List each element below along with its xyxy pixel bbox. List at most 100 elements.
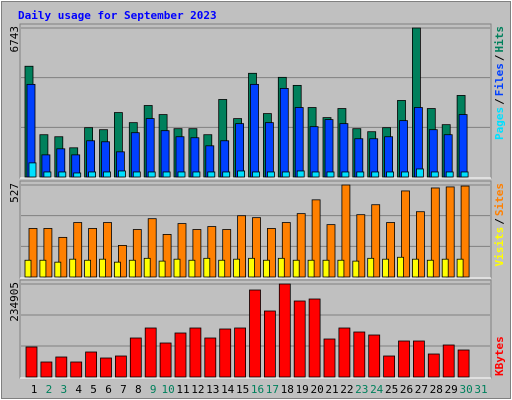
bar bbox=[307, 259, 315, 278]
bar bbox=[177, 223, 187, 278]
x-tick-label: 12 bbox=[191, 383, 204, 396]
bar bbox=[188, 259, 196, 278]
bar bbox=[322, 259, 330, 278]
x-tick-label: 6 bbox=[105, 383, 112, 396]
x-tick-label: 17 bbox=[266, 383, 279, 396]
bar bbox=[43, 171, 52, 178]
bar bbox=[266, 171, 275, 178]
bar bbox=[147, 218, 157, 278]
x-tick-label: 24 bbox=[370, 383, 384, 396]
legend-entry: Pages bbox=[493, 107, 506, 140]
bar bbox=[415, 211, 425, 278]
bar bbox=[114, 261, 121, 278]
bar bbox=[443, 134, 453, 178]
bar bbox=[39, 259, 47, 278]
bar bbox=[24, 259, 32, 278]
bar bbox=[401, 190, 410, 278]
bar bbox=[203, 257, 211, 278]
bar bbox=[326, 224, 336, 278]
x-tick-label: 9 bbox=[150, 383, 157, 396]
bar bbox=[234, 327, 247, 378]
bar bbox=[458, 114, 468, 178]
bar bbox=[252, 217, 261, 278]
x-tick-label: 8 bbox=[135, 383, 142, 396]
x-tick-label: 7 bbox=[120, 383, 127, 396]
bar bbox=[118, 245, 127, 278]
bar bbox=[371, 204, 381, 278]
x-tick-label: 13 bbox=[206, 383, 219, 396]
bar bbox=[237, 170, 246, 178]
bar bbox=[339, 123, 349, 178]
x-tick-label: 25 bbox=[385, 383, 398, 396]
x-tick-label: 21 bbox=[325, 383, 338, 396]
legend: KBytes bbox=[493, 336, 506, 376]
bar bbox=[192, 171, 201, 178]
bar bbox=[177, 171, 186, 178]
bar bbox=[189, 327, 202, 378]
chart-title: Daily usage for September 2023 bbox=[18, 9, 217, 22]
bar bbox=[173, 258, 181, 278]
bar bbox=[158, 260, 166, 278]
bar bbox=[296, 213, 306, 278]
legend-entry: Sites bbox=[493, 183, 506, 216]
x-tick-label: 4 bbox=[75, 383, 82, 396]
bar bbox=[311, 199, 321, 278]
bar bbox=[279, 88, 289, 178]
x-tick-label: 11 bbox=[176, 383, 189, 396]
bar bbox=[58, 171, 67, 178]
bar bbox=[54, 261, 62, 278]
bar bbox=[174, 332, 187, 378]
bar bbox=[235, 123, 245, 178]
bar bbox=[100, 357, 112, 378]
bar bbox=[356, 171, 365, 178]
bar bbox=[219, 328, 232, 378]
bar bbox=[294, 107, 304, 178]
bar bbox=[192, 229, 202, 278]
bar bbox=[147, 171, 156, 178]
x-tick-label: 2 bbox=[46, 383, 53, 396]
bar bbox=[398, 340, 410, 378]
bar bbox=[55, 356, 68, 378]
bar bbox=[341, 171, 350, 178]
bar bbox=[233, 258, 241, 278]
bar bbox=[58, 236, 68, 278]
bar bbox=[129, 337, 142, 378]
bar bbox=[207, 171, 216, 178]
bar bbox=[218, 259, 226, 278]
bar bbox=[412, 340, 425, 378]
bar bbox=[383, 355, 396, 378]
bar bbox=[73, 172, 82, 178]
bar bbox=[457, 349, 470, 378]
x-tick-label: 15 bbox=[236, 383, 249, 396]
bar bbox=[88, 171, 96, 178]
bar bbox=[428, 129, 438, 178]
bar bbox=[323, 338, 336, 378]
bar bbox=[401, 171, 409, 178]
bar bbox=[386, 222, 396, 278]
bar bbox=[85, 351, 97, 378]
bar bbox=[248, 257, 255, 278]
bar bbox=[237, 215, 247, 278]
legend-separator: / bbox=[493, 98, 506, 105]
bar bbox=[430, 171, 439, 178]
bar bbox=[413, 107, 423, 178]
y-tick-label: 6743 bbox=[8, 26, 21, 53]
bar bbox=[309, 126, 319, 178]
x-tick-label: 14 bbox=[221, 383, 235, 396]
bar bbox=[70, 361, 83, 378]
bar bbox=[296, 170, 305, 178]
bar bbox=[338, 327, 351, 378]
bar bbox=[43, 228, 53, 278]
bar bbox=[118, 170, 126, 178]
x-tick-label: 1 bbox=[31, 383, 38, 396]
bar bbox=[84, 259, 91, 278]
legend-entry: Files bbox=[493, 63, 506, 96]
x-tick-label: 5 bbox=[90, 383, 97, 396]
x-tick-label: 31 bbox=[474, 383, 487, 396]
bar bbox=[442, 344, 455, 378]
legend-entry: Hits bbox=[493, 26, 506, 53]
bar bbox=[445, 186, 455, 278]
bar bbox=[222, 171, 231, 178]
